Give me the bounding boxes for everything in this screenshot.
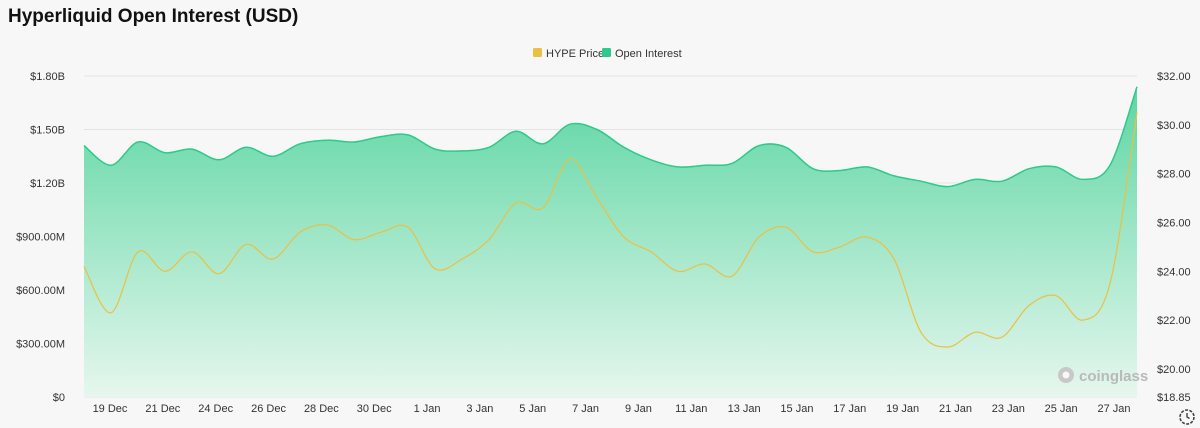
y-right-tick-label: $28.00 (1157, 169, 1191, 181)
y-left-tick-label: $600.00M (16, 285, 65, 297)
y-left-tick-label: $0 (53, 392, 65, 404)
x-tick-label: 24 Dec (198, 403, 233, 415)
y-right-tick-label: $32.00 (1157, 71, 1191, 83)
open-interest-area (84, 86, 1137, 397)
y-right-tick-label: $24.00 (1157, 266, 1191, 278)
open-interest-line (83, 86, 1138, 188)
y-right-tick-label: $22.00 (1157, 315, 1191, 327)
legend-label-open-interest[interactable]: Open Interest (615, 48, 682, 60)
watermark-text: coinglass (1079, 368, 1148, 385)
y-left-tick-label: $1.20B (30, 178, 65, 190)
y-right-tick-label: $26.00 (1157, 217, 1191, 229)
x-tick-label: 13 Jan (728, 403, 761, 415)
x-tick-label: 7 Jan (572, 403, 599, 415)
y-right-tick-label: $30.00 (1157, 120, 1191, 132)
y-left-tick-label: $300.00M (16, 339, 65, 351)
legend-swatch-hype-price (533, 48, 542, 57)
x-tick-label: 17 Jan (833, 403, 866, 415)
x-tick-label: 15 Jan (780, 403, 813, 415)
y-right-tick-label: $18.85 (1157, 392, 1191, 404)
x-tick-label: 3 Jan (466, 403, 493, 415)
x-tick-label: 23 Jan (992, 403, 1025, 415)
x-tick-label: 19 Jan (886, 403, 919, 415)
x-tick-label: 9 Jan (625, 403, 652, 415)
x-tick-label: 1 Jan (414, 403, 441, 415)
x-tick-label: 27 Jan (1097, 403, 1130, 415)
coinglass-watermark: coinglass (1058, 367, 1148, 385)
x-tick-label: 26 Dec (251, 403, 286, 415)
x-tick-label: 25 Jan (1045, 403, 1078, 415)
y-left-tick-label: $900.00M (16, 232, 65, 244)
y-left-tick-label: $1.80B (30, 71, 65, 83)
y-left-tick-label: $1.50B (30, 125, 65, 137)
legend-label-hype-price[interactable]: HYPE Price (546, 48, 604, 60)
legend: HYPE Price Open Interest (533, 48, 682, 60)
x-tick-label: 28 Dec (304, 403, 339, 415)
x-tick-label: 21 Jan (939, 403, 972, 415)
x-tick-label: 5 Jan (519, 403, 546, 415)
hype-price-line (83, 112, 1138, 348)
x-tick-label: 21 Dec (145, 403, 180, 415)
legend-swatch-open-interest (602, 48, 611, 57)
x-tick-label: 19 Dec (93, 403, 128, 415)
coinglass-logo-icon-inner (1062, 371, 1070, 379)
x-tick-label: 11 Jan (675, 403, 707, 415)
settings-clock-icon[interactable] (1178, 408, 1196, 426)
y-right-tick-label: $20.00 (1157, 364, 1191, 376)
x-tick-label: 30 Dec (357, 403, 392, 415)
chart-title: Hyperliquid Open Interest (USD) (8, 6, 299, 27)
